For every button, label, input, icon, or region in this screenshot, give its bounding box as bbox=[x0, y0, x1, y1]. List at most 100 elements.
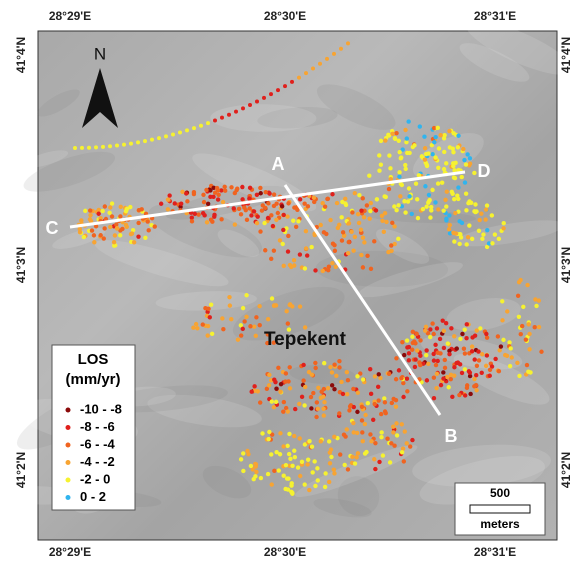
insar-point bbox=[472, 171, 476, 175]
insar-point bbox=[220, 316, 224, 320]
insar-point bbox=[397, 175, 401, 179]
insar-point bbox=[376, 398, 380, 402]
insar-point bbox=[432, 140, 436, 144]
insar-point bbox=[437, 146, 441, 150]
insar-point bbox=[377, 460, 381, 464]
insar-point bbox=[433, 155, 437, 159]
insar-point bbox=[267, 383, 271, 387]
insar-point bbox=[293, 455, 297, 459]
insar-point bbox=[302, 403, 306, 407]
insar-point bbox=[206, 202, 210, 206]
insar-point bbox=[101, 145, 105, 149]
insar-point bbox=[424, 348, 428, 352]
insar-point bbox=[361, 236, 365, 240]
insar-point bbox=[415, 348, 419, 352]
insar-point bbox=[369, 201, 373, 205]
insar-point bbox=[298, 436, 302, 440]
insar-point bbox=[266, 317, 270, 321]
insar-point bbox=[418, 338, 422, 342]
insar-point bbox=[179, 202, 183, 206]
insar-point bbox=[79, 218, 83, 222]
insar-point bbox=[205, 220, 209, 224]
insar-point bbox=[323, 204, 327, 208]
insar-point bbox=[451, 161, 455, 165]
insar-point bbox=[298, 304, 302, 308]
insar-point bbox=[249, 464, 253, 468]
insar-point bbox=[338, 452, 342, 456]
insar-point bbox=[407, 345, 411, 349]
insar-point bbox=[463, 351, 467, 355]
insar-point bbox=[311, 391, 315, 395]
insar-point bbox=[456, 197, 460, 201]
insar-point bbox=[203, 306, 207, 310]
insar-point bbox=[288, 303, 292, 307]
insar-point bbox=[333, 249, 337, 253]
left-tick-label: 41°3'N bbox=[14, 247, 28, 283]
insar-point bbox=[464, 242, 468, 246]
insar-point bbox=[517, 374, 521, 378]
insar-point bbox=[520, 324, 524, 328]
insar-point bbox=[433, 343, 437, 347]
legend-title: LOS bbox=[78, 351, 109, 368]
insar-point bbox=[472, 377, 476, 381]
insar-point bbox=[452, 373, 456, 377]
insar-point bbox=[319, 396, 323, 400]
insar-point bbox=[401, 446, 405, 450]
insar-point bbox=[289, 483, 293, 487]
insar-point bbox=[432, 332, 436, 336]
insar-point bbox=[394, 421, 398, 425]
insar-point bbox=[526, 322, 530, 326]
insar-point bbox=[191, 326, 195, 330]
insar-point bbox=[150, 138, 154, 142]
insar-point bbox=[276, 211, 280, 215]
insar-point bbox=[525, 363, 529, 367]
insar-point bbox=[210, 332, 214, 336]
insar-point bbox=[397, 139, 401, 143]
insar-point bbox=[352, 405, 356, 409]
insar-point bbox=[405, 338, 409, 342]
insar-point bbox=[432, 358, 436, 362]
insar-point bbox=[365, 203, 369, 207]
insar-point bbox=[474, 388, 478, 392]
insar-point bbox=[411, 330, 415, 334]
insar-point bbox=[351, 421, 355, 425]
insar-point bbox=[306, 458, 310, 462]
insar-point bbox=[303, 266, 307, 270]
insar-point bbox=[465, 152, 469, 156]
insar-point bbox=[279, 382, 283, 386]
insar-point bbox=[413, 365, 417, 369]
insar-point bbox=[424, 152, 428, 156]
insar-point bbox=[278, 390, 282, 394]
legend-swatch bbox=[66, 478, 71, 483]
insar-point bbox=[467, 369, 471, 373]
insar-point bbox=[472, 384, 476, 388]
insar-point bbox=[435, 326, 439, 330]
bottom-tick-label: 28°30'E bbox=[264, 545, 306, 559]
insar-point bbox=[345, 370, 349, 374]
insar-point bbox=[394, 356, 398, 360]
insar-point bbox=[462, 158, 466, 162]
insar-point bbox=[125, 207, 129, 211]
insar-point bbox=[373, 441, 377, 445]
insar-point bbox=[301, 378, 305, 382]
insar-point bbox=[337, 365, 341, 369]
insar-point bbox=[118, 233, 122, 237]
insar-point bbox=[379, 139, 383, 143]
right-tick-label: 41°2'N bbox=[559, 452, 573, 488]
insar-point bbox=[444, 161, 448, 165]
insar-point bbox=[456, 145, 460, 149]
insar-point bbox=[356, 451, 360, 455]
insar-point bbox=[300, 395, 304, 399]
insar-point bbox=[274, 386, 278, 390]
insar-point bbox=[351, 249, 355, 253]
insar-point bbox=[263, 248, 267, 252]
insar-point bbox=[388, 460, 392, 464]
insar-point bbox=[323, 471, 327, 475]
insar-point bbox=[488, 374, 492, 378]
insar-point bbox=[519, 332, 523, 336]
insar-point bbox=[524, 337, 528, 341]
insar-point bbox=[173, 201, 177, 205]
insar-point bbox=[374, 208, 378, 212]
insar-point bbox=[315, 400, 319, 404]
insar-point bbox=[440, 180, 444, 184]
